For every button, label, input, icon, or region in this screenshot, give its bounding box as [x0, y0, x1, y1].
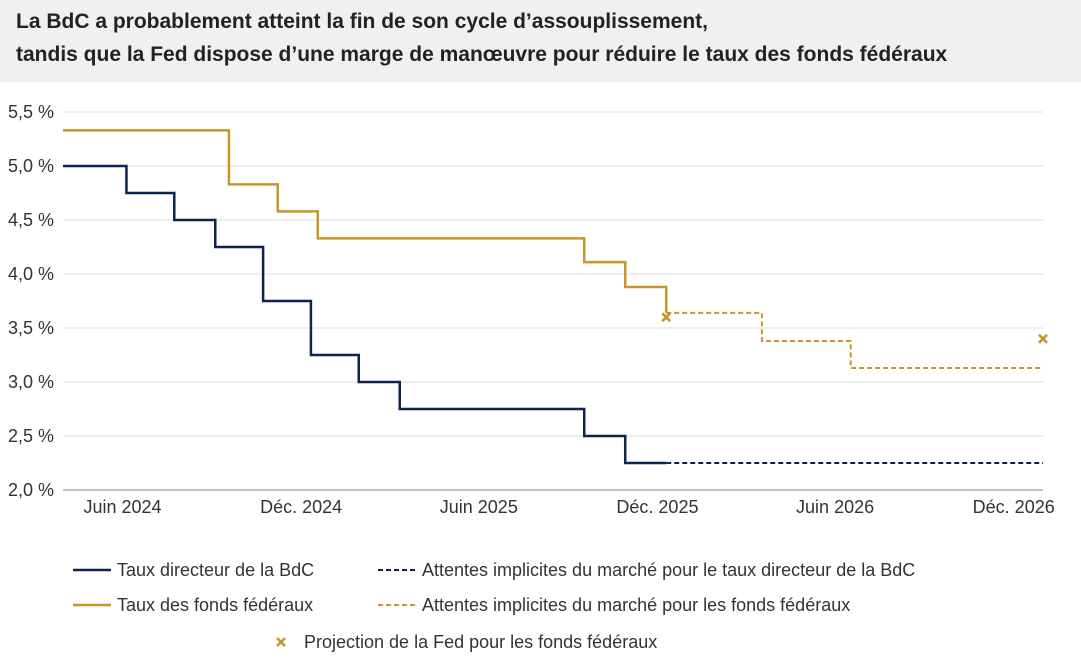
y-tick-label: 3,0 % [8, 372, 54, 392]
legend-item: Projection de la Fed pour les fonds fédé… [276, 632, 657, 652]
legend-label: Projection de la Fed pour les fonds fédé… [304, 632, 657, 652]
fed-projection-marker [661, 312, 672, 323]
y-tick-label: 5,5 % [8, 102, 54, 122]
y-tick-label: 5,0 % [8, 156, 54, 176]
y-axis-ticks: 2,0 % 2,5 % 3,0 % 3,5 % 4,0 % 4,5 % 5,0 % 5,5 % [8, 102, 54, 500]
x-tick-label: Déc. 2024 [260, 497, 342, 517]
gridlines [63, 111, 1043, 491]
y-tick-label: 2,5 % [8, 426, 54, 446]
y-tick-label: 4,5 % [8, 210, 54, 230]
legend-label: Taux directeur de la BdC [117, 560, 314, 580]
legend-label: Taux des fonds fédéraux [117, 595, 313, 615]
series-line-3 [666, 311, 1043, 369]
title-bar: La BdC a probablement atteint la fin de … [0, 0, 1081, 82]
x-tick-label: Déc. 2025 [616, 497, 698, 517]
y-tick-label: 2,0 % [8, 480, 54, 500]
y-tick-label: 3,5 % [8, 318, 54, 338]
legend: Taux directeur de la BdC Attentes implici… [73, 560, 915, 652]
series-group [63, 129, 1048, 465]
x-tick-label: Juin 2025 [440, 497, 518, 517]
chart-title-line-1: La BdC a probablement atteint la fin de … [16, 10, 708, 33]
x-axis-ticks: Juin 2024 Déc. 2024 Juin 2025 Déc. 2025 Juin… [84, 497, 1055, 517]
legend-label: Attentes implicites du marché pour le ta… [422, 560, 915, 580]
x-tick-label: Juin 2024 [84, 497, 162, 517]
x-tick-label: Déc. 2026 [973, 497, 1055, 517]
series-line-2 [63, 129, 668, 313]
legend-item: Taux des fonds fédéraux [73, 595, 313, 615]
legend-item: Attentes implicites du marché pour le ta… [378, 560, 915, 580]
y-tick-label: 4,0 % [8, 264, 54, 284]
chart-title-line-2: tandis que la Fed dispose d’une marge de… [16, 43, 948, 66]
legend-label: Attentes implicites du marché pour les f… [422, 595, 850, 615]
fed-projection-marker [1038, 333, 1048, 344]
legend-item: Taux directeur de la BdC [73, 560, 314, 580]
x-tick-label: Juin 2026 [796, 497, 874, 517]
series-line-0 [63, 164, 667, 465]
legend-item: Attentes implicites du marché pour les f… [378, 595, 850, 615]
